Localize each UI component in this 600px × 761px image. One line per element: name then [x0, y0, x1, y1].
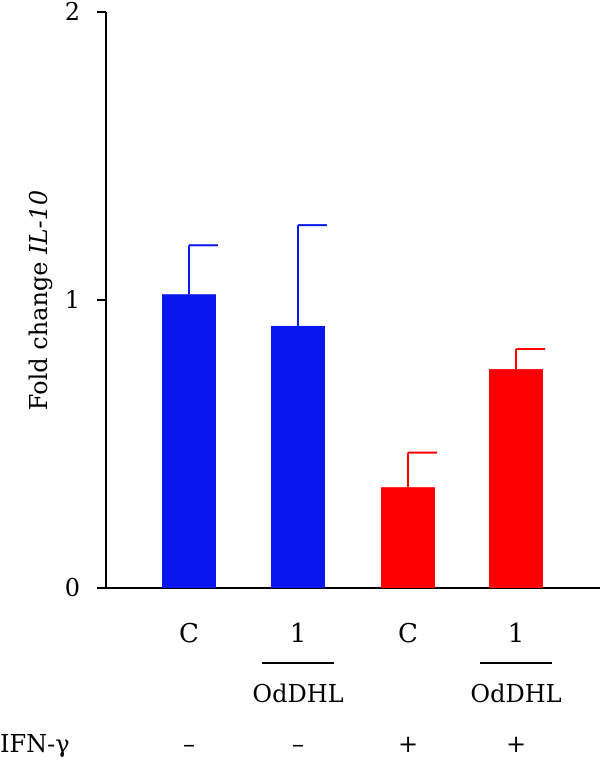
bar-4: [489, 369, 543, 588]
bar-3: [381, 487, 435, 588]
treatment-value-1: –: [183, 730, 195, 758]
bars: [162, 224, 545, 588]
category-label-4: 1: [508, 619, 525, 649]
y-axis-label: Fold change IL-10: [25, 190, 53, 410]
group-label-1: OdDHL: [252, 680, 343, 708]
category-label-2: 1: [290, 619, 307, 649]
bar-2: [271, 325, 325, 588]
treatment-value-2: –: [292, 730, 304, 758]
treatment-value-4: +: [506, 730, 526, 758]
bar-1: [162, 294, 216, 588]
treatment-label: IFN-γ: [0, 730, 70, 758]
category-label-1: C: [179, 619, 199, 649]
y-tick-label: 2: [65, 0, 80, 26]
category-label-3: C: [398, 619, 418, 649]
y-tick-label: 1: [65, 286, 80, 314]
group-label-2: OdDHL: [470, 680, 561, 708]
treatment-value-3: +: [398, 730, 418, 758]
labels: C 1 C 1 OdDHL OdDHL IFN-γ – – + +: [0, 619, 562, 758]
y-axis-label-gene: IL-10: [25, 190, 53, 255]
y-axis-label-text: Fold change: [25, 254, 53, 410]
y-tick-label: 0: [65, 574, 80, 602]
